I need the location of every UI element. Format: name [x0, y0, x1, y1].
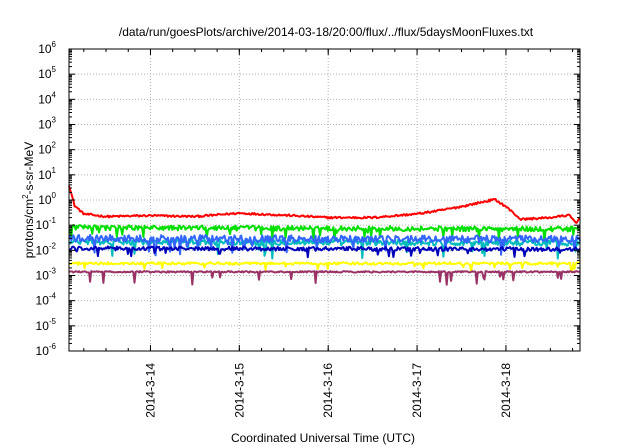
y-tick-label: 10-1: [36, 216, 57, 232]
flux-series-line: [68, 245, 581, 259]
y-tick-exponent: 1: [52, 166, 57, 175]
y-axis: 10610510410310210110010-110-210-310-410-…: [36, 40, 580, 358]
y-tick-base: 10: [38, 67, 52, 81]
y-tick-base: 10: [36, 294, 50, 308]
chart-title: /data/run/goesPlots/archive/2014-03-18/2…: [119, 25, 534, 39]
y-tick-exponent: 0: [52, 191, 57, 200]
y-tick-label: 10-5: [36, 317, 57, 333]
y-tick-base: 10: [38, 143, 52, 157]
y-tick-label: 10-2: [36, 241, 57, 257]
y-tick-label: 10-6: [36, 342, 57, 358]
y-tick-base: 10: [38, 193, 52, 207]
y-tick-exponent: 6: [52, 40, 57, 49]
y-tick-label: 106: [38, 40, 56, 56]
y-tick-base: 10: [38, 92, 52, 106]
y-tick-label: 104: [38, 90, 56, 106]
y-tick-base: 10: [36, 269, 50, 283]
y-tick-base: 10: [38, 118, 52, 132]
y-tick-base: 10: [38, 42, 52, 56]
y-axis-label-main: protons/cm: [22, 199, 36, 258]
y-tick-exponent: 4: [52, 90, 57, 99]
y-tick-exponent: 2: [52, 141, 57, 150]
y-tick-base: 10: [36, 218, 50, 232]
y-tick-exponent: -4: [49, 292, 57, 301]
y-tick-label: 100: [38, 191, 56, 207]
x-tick-label: 2014-3-16: [321, 363, 335, 418]
y-tick-base: 10: [38, 168, 52, 182]
y-tick-base: 10: [36, 319, 50, 333]
y-tick-label: 102: [38, 141, 56, 157]
y-tick-base: 10: [36, 243, 50, 257]
y-tick-label: 103: [38, 116, 56, 132]
y-tick-label: 105: [38, 65, 56, 81]
grid-lines: [69, 49, 580, 351]
flux-series-line: [68, 224, 581, 244]
x-axis-label: Coordinated Universal Time (UTC): [231, 431, 415, 445]
y-tick-exponent: -6: [49, 342, 57, 351]
flux-series-line: [68, 270, 581, 286]
x-tick-label: 2014-3-17: [410, 363, 424, 418]
y-tick-exponent: -1: [49, 216, 57, 225]
y-axis-label-rest: -s-sr-MeV: [22, 142, 36, 195]
y-tick-base: 10: [36, 344, 50, 358]
x-tick-label: 2014-3-18: [499, 363, 513, 418]
y-tick-exponent: -5: [49, 317, 57, 326]
y-tick-label: 10-4: [36, 292, 57, 308]
x-tick-label: 2014-3-14: [143, 363, 157, 418]
y-axis-label-sup: 2: [21, 194, 30, 199]
y-axis-label: protons/cm2-s-sr-MeV: [21, 142, 36, 258]
flux-series-line: [68, 261, 581, 273]
y-tick-exponent: -3: [49, 267, 57, 276]
y-tick-label: 10-3: [36, 267, 57, 283]
y-tick-exponent: 5: [52, 65, 57, 74]
y-tick-label: 101: [38, 166, 56, 182]
y-tick-exponent: -2: [49, 241, 57, 250]
flux-series-line: [68, 233, 581, 257]
x-axis: 2014-3-14 2014-3-15 2014-3-16 2014-3-17 2014…: [83, 49, 574, 418]
plot-area: [68, 185, 581, 286]
y-tick-exponent: 3: [52, 116, 57, 125]
x-tick-label: 2014-3-15: [232, 363, 246, 418]
flux-series-line: [68, 185, 581, 224]
